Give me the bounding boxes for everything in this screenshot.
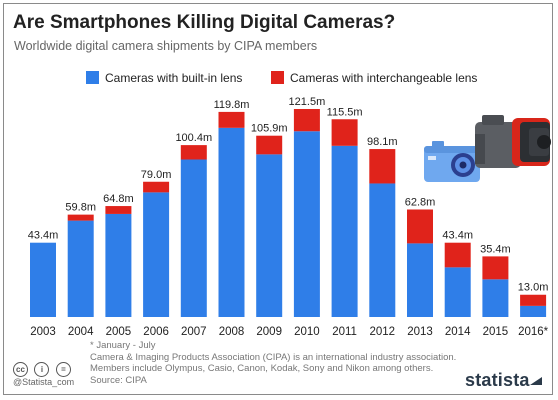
compact-camera-icon (424, 141, 480, 182)
x-tick-label: 2005 (106, 326, 132, 338)
value-label: 43.4m (28, 230, 59, 242)
x-tick-label: 2004 (68, 326, 94, 338)
infographic-frame: Are Smartphones Killing Digital Cameras?… (3, 3, 553, 395)
statista-logo-icon (530, 377, 542, 385)
bar-segment-interchangeable (256, 135, 283, 155)
x-tick-label: 2007 (181, 326, 207, 338)
bar-segment-built-in (143, 192, 170, 317)
x-tick-label: 2015 (483, 326, 509, 338)
chart-subtitle: Worldwide digital camera shipments by CI… (14, 39, 318, 53)
value-label: 121.5m (289, 96, 326, 108)
bar-segment-built-in (369, 183, 396, 317)
bar-segment-interchangeable (218, 111, 245, 128)
value-label: 35.4m (480, 243, 511, 255)
bar-segment-interchangeable (482, 256, 509, 280)
value-label: 13.0m (518, 282, 549, 294)
cc-icon: cc (13, 362, 28, 377)
camera-illustration (424, 115, 551, 182)
bar-segment-built-in (520, 305, 547, 317)
no-derivatives-icon: = (55, 362, 71, 377)
x-tick-label: 2009 (256, 326, 282, 338)
value-label: 115.5m (327, 106, 363, 118)
bar-segment-built-in (331, 145, 358, 317)
value-label: 64.8m (103, 193, 134, 205)
footnote-cipa-members: Members include Olympus, Casio, Canon, K… (90, 363, 434, 374)
x-tick-label: 2010 (294, 326, 320, 338)
x-tick-label: 2014 (445, 326, 471, 338)
bar-segment-interchangeable (293, 108, 320, 132)
chart-title: Are Smartphones Killing Digital Cameras? (13, 12, 396, 33)
bar-segment-interchangeable (444, 242, 471, 268)
chart-footnote: * January - July Camera & Imaging Produc… (90, 340, 456, 386)
bar-segment-interchangeable (407, 209, 433, 244)
x-tick-labels-layer: 2003 2004 2005 2006 2007 2008 2009 2010 2011 2012… (30, 326, 548, 338)
bar-segment-built-in (105, 213, 132, 317)
x-tick-label: 2012 (370, 326, 396, 338)
bar-segment-built-in (30, 242, 56, 317)
footnote-cipa-description: Camera & Imaging Products Association (C… (90, 351, 457, 363)
statista-attribution[interactable]: @Statista_com (13, 377, 75, 387)
statista-logo[interactable]: statista (465, 370, 530, 390)
bar-segment-built-in (444, 267, 471, 317)
legend-label-built-in: Cameras with built-in lens (105, 71, 243, 85)
value-label: 59.8m (65, 202, 96, 214)
value-label: 43.4m (442, 230, 473, 242)
bar-segment-built-in (482, 279, 509, 317)
legend-label-interchangeable: Cameras with interchangeable lens (290, 71, 478, 85)
x-tick-label: 2016* (518, 326, 549, 338)
bar-segment-interchangeable (180, 145, 207, 160)
value-label: 79.0m (141, 169, 172, 181)
bar-segment-interchangeable (143, 181, 170, 193)
value-label: 62.8m (405, 196, 436, 208)
x-tick-label: 2003 (30, 326, 56, 338)
bar-segment-built-in (293, 131, 320, 317)
bar-segment-built-in (407, 243, 433, 317)
bar-segment-interchangeable (369, 149, 396, 184)
legend-swatch-interchangeable (271, 71, 284, 84)
value-label: 119.8m (214, 99, 250, 111)
bar-segment-interchangeable (67, 214, 94, 221)
x-tick-label: 2008 (219, 326, 245, 338)
bar-segment-interchangeable (520, 294, 547, 306)
footnote-source: Source: CIPA (90, 374, 147, 386)
attribution-icon: i (34, 362, 50, 377)
bars-layer (30, 108, 547, 317)
value-label: 98.1m (367, 136, 398, 148)
x-tick-label: 2011 (332, 326, 357, 338)
value-label: 105.9m (251, 123, 288, 135)
footnote-asterisk: * January - July (90, 340, 156, 351)
legend-swatch-built-in (86, 71, 99, 84)
dslr-camera-icon (475, 115, 551, 168)
creative-commons-badges: cc i = (13, 359, 73, 377)
x-tick-label: 2013 (407, 326, 433, 338)
bar-segment-built-in (256, 154, 283, 317)
bar-segment-built-in (218, 127, 245, 317)
value-label: 100.4m (175, 132, 212, 144)
bar-segment-interchangeable (331, 119, 358, 146)
bar-segment-built-in (67, 220, 94, 317)
bar-segment-interchangeable (105, 206, 132, 214)
x-tick-label: 2006 (143, 326, 169, 338)
bar-segment-built-in (180, 159, 207, 317)
